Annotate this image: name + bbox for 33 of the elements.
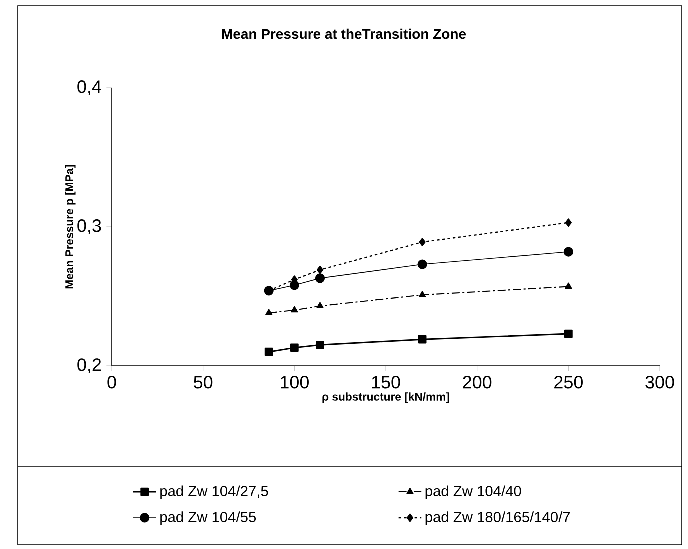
point bbox=[418, 335, 427, 344]
point bbox=[266, 309, 273, 316]
point bbox=[315, 274, 326, 284]
point bbox=[418, 260, 428, 270]
legend-label: pad Zw 104/55 bbox=[160, 512, 256, 526]
chart-title: Mean Pressure at theTransition Zone bbox=[222, 28, 466, 40]
point bbox=[564, 247, 574, 257]
point bbox=[291, 306, 298, 313]
point bbox=[316, 302, 324, 308]
legend-label: pad Zw 104/27,5 bbox=[160, 486, 268, 500]
point bbox=[419, 238, 426, 246]
x-tick-label: 250 bbox=[554, 376, 583, 389]
y-tick-label: 0,4 bbox=[78, 80, 102, 96]
x-axis-title: ρ substructure [kN/mm] bbox=[322, 392, 450, 404]
y-axis-title: Mean Pressure p [MPa] bbox=[65, 165, 76, 289]
x-tick-label: 150 bbox=[372, 376, 400, 389]
y-tick-label: 0,2 bbox=[78, 358, 102, 374]
point bbox=[419, 291, 426, 298]
legend-label: pad Zw 104/40 bbox=[426, 486, 522, 500]
point bbox=[316, 266, 324, 274]
point bbox=[564, 330, 573, 338]
y-tick-label: 0,3 bbox=[78, 220, 102, 234]
x-tick-label: 100 bbox=[281, 376, 309, 389]
point bbox=[565, 218, 572, 228]
point bbox=[290, 344, 299, 352]
point bbox=[264, 348, 274, 356]
x-tick-label: 300 bbox=[646, 376, 674, 389]
x-tick-label: 200 bbox=[463, 376, 492, 389]
x-tick-label: 0 bbox=[108, 376, 116, 389]
x-tick-label: 50 bbox=[194, 376, 213, 389]
point bbox=[565, 282, 572, 290]
point bbox=[316, 340, 324, 350]
legend-label: pad Zw 180/165/140/7 bbox=[426, 512, 570, 526]
